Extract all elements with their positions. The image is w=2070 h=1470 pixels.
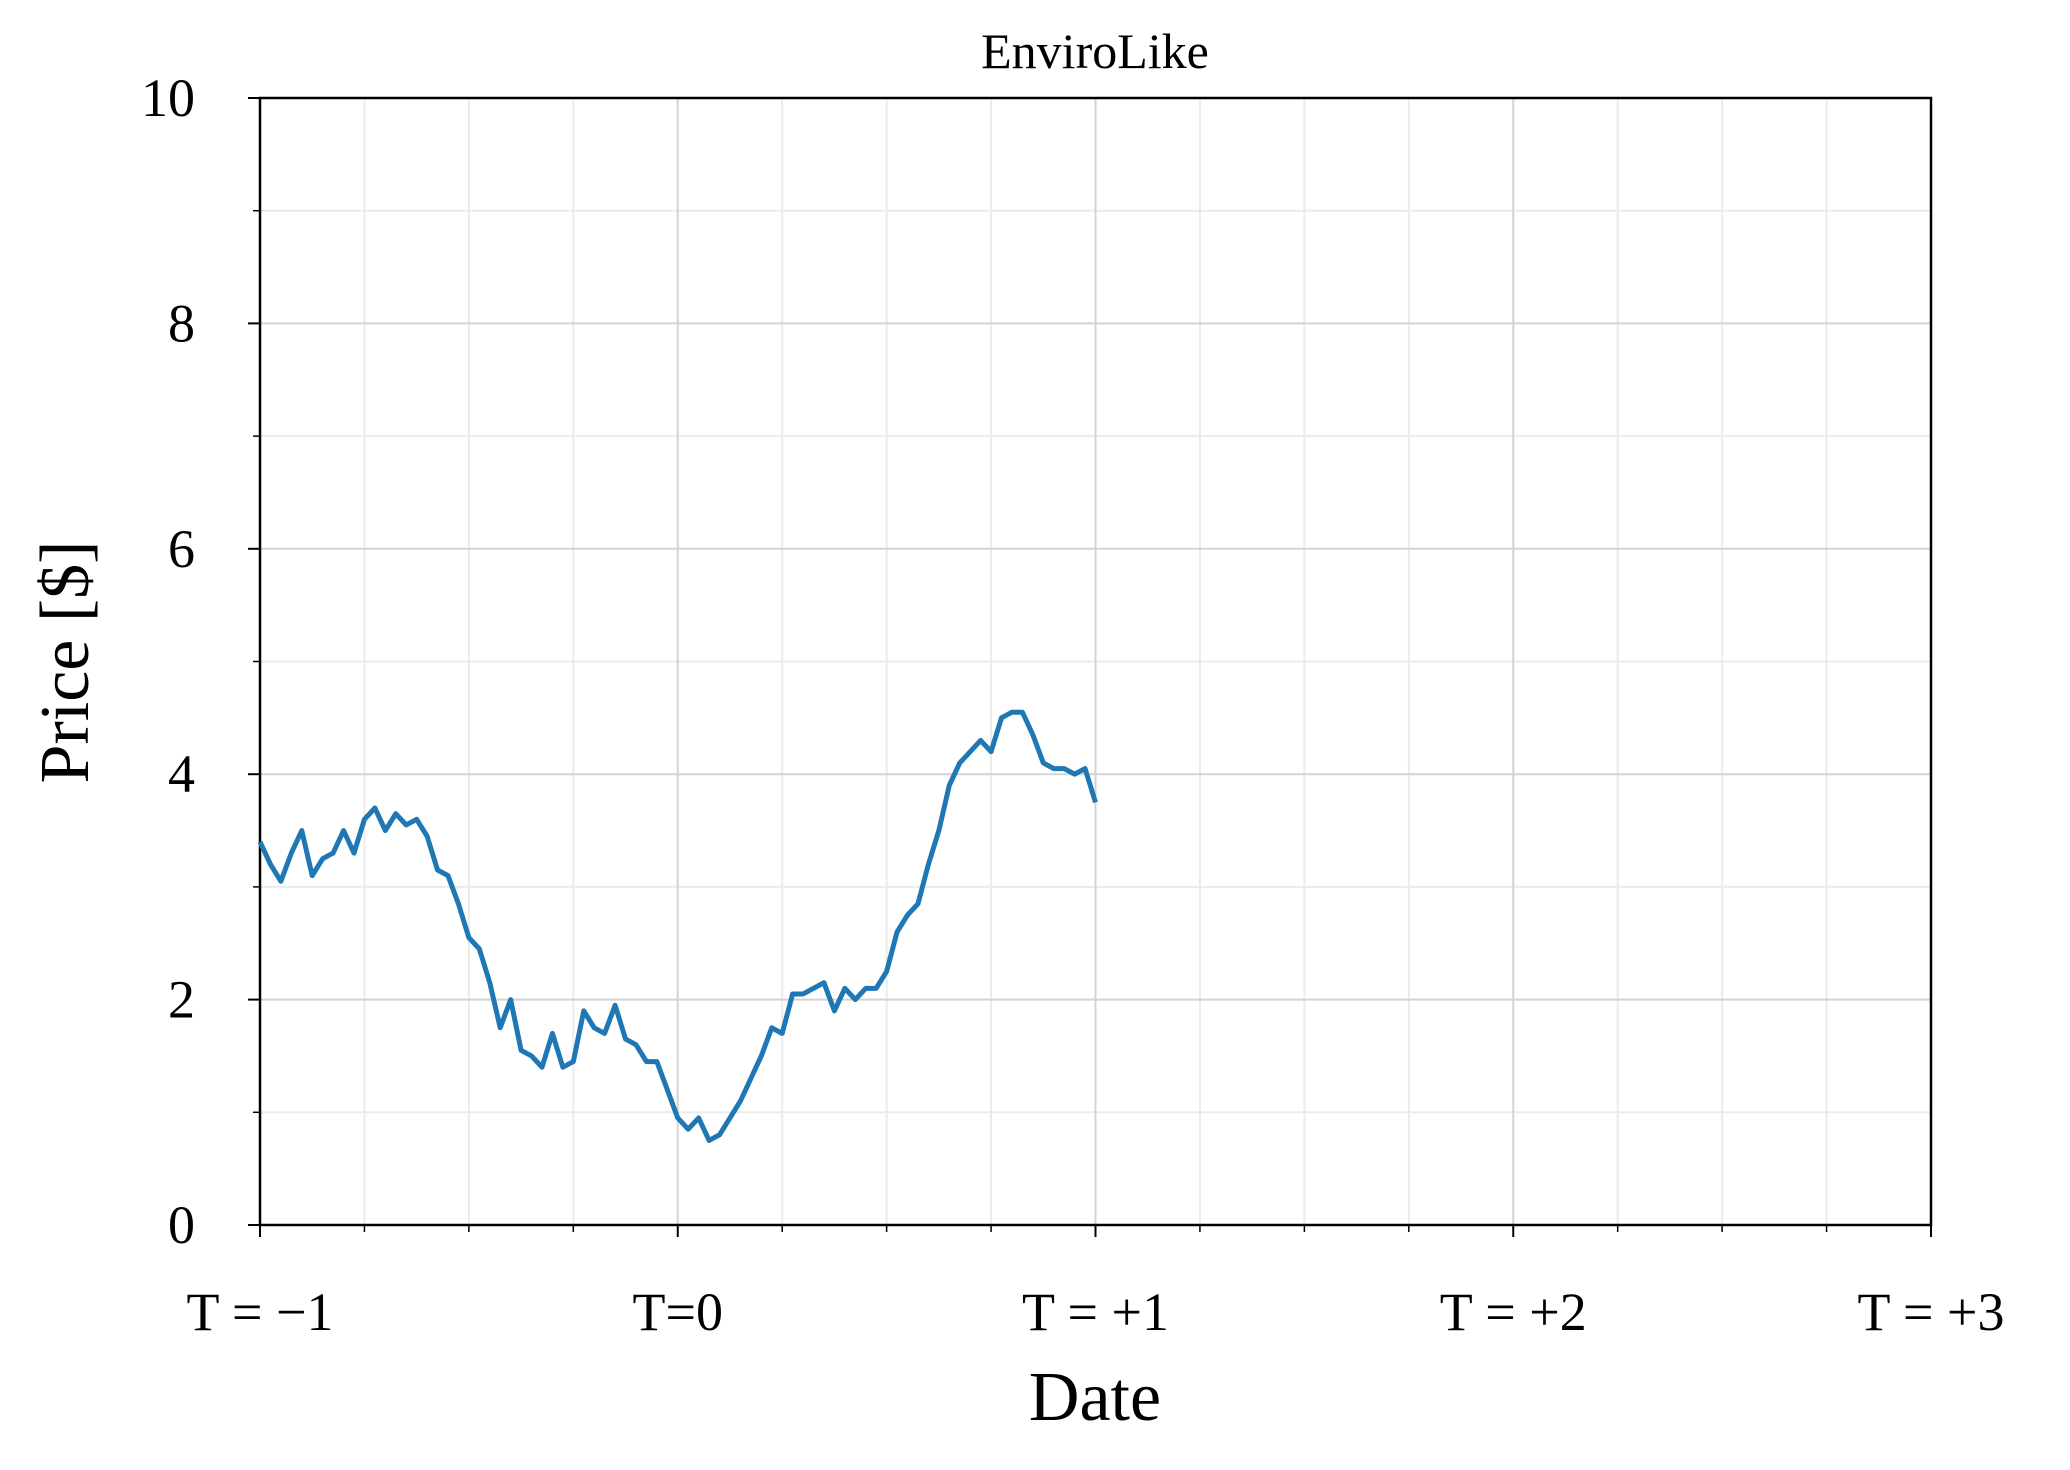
line <box>257 709 1098 1143</box>
y-tick-label: 10 <box>141 68 195 128</box>
y-tick-label: 2 <box>168 970 195 1030</box>
plot-frame <box>258 96 1933 1227</box>
x-axis-label: Date <box>1029 1359 1161 1436</box>
x-tick-label: T = +1 <box>1022 1282 1169 1342</box>
y-tick-label: 8 <box>168 293 195 353</box>
x-tick-label: T = +3 <box>1858 1282 2005 1342</box>
y-tick-label: 6 <box>168 519 195 579</box>
y-tick-label: 4 <box>168 744 195 804</box>
y-tick-label: 0 <box>168 1195 195 1255</box>
x-tick-label: T=0 <box>633 1282 723 1342</box>
chart-title: EnviroLike <box>981 23 1209 79</box>
x-tick-label: T = −1 <box>187 1282 334 1342</box>
x-tick-label: T = +2 <box>1440 1282 1587 1342</box>
y-axis-label: Price [$] <box>27 541 104 784</box>
